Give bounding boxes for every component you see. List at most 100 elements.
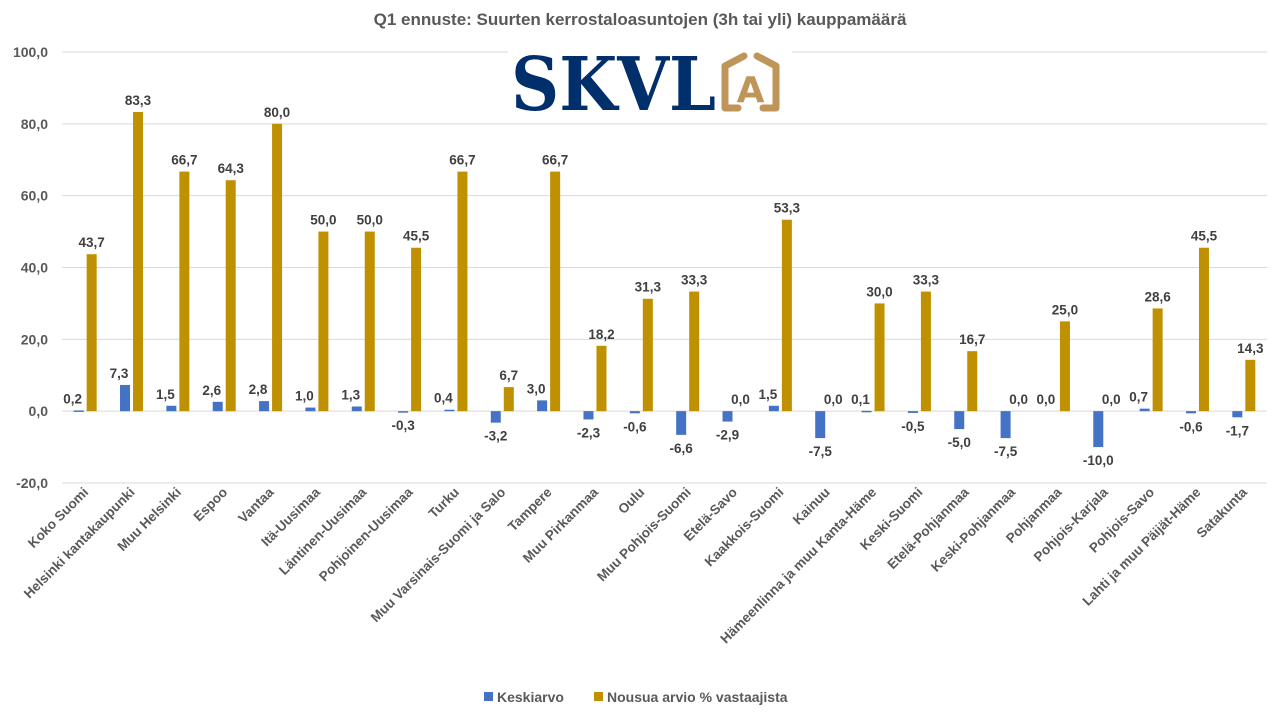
data-label-nousua-arvio: 25,0 bbox=[1052, 302, 1078, 317]
data-label-keskiarvo: 7,3 bbox=[110, 366, 129, 381]
bar-nousua-arvio bbox=[133, 111, 144, 412]
bar-nousua-arvio bbox=[1245, 359, 1256, 412]
data-label-keskiarvo: 0,0 bbox=[1037, 392, 1056, 407]
bar-keskiarvo bbox=[815, 411, 826, 439]
data-label-nousua-arvio: 33,3 bbox=[913, 273, 940, 288]
bar-nousua-arvio bbox=[781, 219, 792, 412]
data-label-keskiarvo: 1,5 bbox=[758, 387, 777, 402]
bar-nousua-arvio bbox=[86, 254, 97, 412]
legend: Keskiarvo Nousua arvio % vastaajista bbox=[484, 689, 788, 705]
bar-nousua-arvio bbox=[457, 171, 468, 412]
bar-nousua-arvio bbox=[364, 231, 375, 412]
bar-nousua-arvio bbox=[272, 123, 283, 412]
data-label-keskiarvo: 0,2 bbox=[63, 391, 82, 406]
data-label-keskiarvo: 2,6 bbox=[202, 383, 221, 398]
bar-nousua-arvio bbox=[1198, 247, 1209, 412]
y-tick-label: 60,0 bbox=[21, 188, 48, 204]
bar-keskiarvo bbox=[490, 411, 501, 423]
data-label-nousua-arvio: 0,0 bbox=[1009, 392, 1028, 407]
bar-keskiarvo bbox=[861, 410, 872, 413]
bar-nousua-arvio bbox=[503, 387, 514, 412]
legend-swatch-keskiarvo bbox=[484, 692, 493, 701]
bar-keskiarvo bbox=[73, 410, 84, 412]
bar-nousua-arvio bbox=[642, 298, 653, 412]
data-label-nousua-arvio: 80,0 bbox=[264, 105, 290, 120]
x-tick-label: Oulu bbox=[615, 485, 647, 517]
y-tick-label: 20,0 bbox=[21, 331, 48, 347]
data-label-nousua-arvio: 45,5 bbox=[1191, 229, 1218, 244]
bar-nousua-arvio bbox=[874, 303, 885, 412]
data-label-nousua-arvio: 0,0 bbox=[731, 392, 750, 407]
data-label-keskiarvo: -7,5 bbox=[994, 444, 1018, 459]
data-label-nousua-arvio: 30,0 bbox=[866, 284, 892, 299]
data-label-keskiarvo: -1,7 bbox=[1226, 423, 1249, 438]
data-label-keskiarvo: -3,2 bbox=[484, 429, 507, 444]
data-label-nousua-arvio: 66,7 bbox=[171, 153, 197, 168]
bar-nousua-arvio bbox=[596, 345, 607, 412]
data-label-keskiarvo: -2,3 bbox=[577, 425, 601, 440]
y-tick-label: 40,0 bbox=[21, 260, 48, 276]
data-label-nousua-arvio: 83,3 bbox=[125, 93, 152, 108]
y-tick-label: -20,0 bbox=[16, 475, 48, 491]
bar-keskiarvo bbox=[259, 401, 270, 412]
bar-nousua-arvio bbox=[225, 180, 236, 412]
data-label-keskiarvo: -2,9 bbox=[716, 428, 739, 443]
x-tick-label: Läntinen-Uusimaa bbox=[276, 484, 370, 578]
bar-nousua-arvio bbox=[689, 291, 700, 412]
x-tick-label: Keski-Pohjanmaa bbox=[928, 484, 1019, 575]
data-label-keskiarvo: 2,8 bbox=[249, 382, 268, 397]
y-axis-ticks: 100,0 80,0 60,0 40,0 20,0 0,0 -20,0 bbox=[13, 44, 48, 491]
bar-nousua-arvio bbox=[179, 171, 190, 412]
bar-keskiarvo bbox=[629, 411, 640, 414]
data-label-keskiarvo: 1,5 bbox=[156, 387, 175, 402]
bar-keskiarvo bbox=[676, 411, 687, 435]
bar-nousua-arvio bbox=[1059, 321, 1070, 412]
bar-keskiarvo bbox=[537, 400, 548, 412]
house-a-icon: A bbox=[721, 52, 780, 112]
bar-keskiarvo bbox=[1232, 411, 1243, 418]
logo-badge-letter: A bbox=[737, 70, 765, 111]
data-label-nousua-arvio: 16,7 bbox=[959, 332, 985, 347]
bar-keskiarvo bbox=[120, 384, 131, 412]
bar-keskiarvo bbox=[305, 407, 316, 412]
bar-keskiarvo bbox=[583, 411, 594, 420]
x-tick-label: Vantaa bbox=[235, 484, 277, 526]
bar-keskiarvo bbox=[444, 409, 455, 412]
data-label-nousua-arvio: 64,3 bbox=[218, 161, 245, 176]
x-tick-label: Muu Pohjois-Suomi bbox=[594, 485, 694, 585]
x-tick-label: Pohjoinen-Uusimaa bbox=[316, 484, 416, 584]
data-label-nousua-arvio: 28,6 bbox=[1144, 289, 1171, 304]
logo-text: SKVL bbox=[511, 42, 716, 128]
bar-keskiarvo bbox=[166, 405, 177, 412]
data-label-nousua-arvio: 43,7 bbox=[79, 235, 105, 250]
bar-keskiarvo bbox=[907, 411, 918, 413]
bar-nousua-arvio bbox=[411, 247, 422, 412]
data-label-keskiarvo: 0,7 bbox=[1129, 390, 1148, 405]
x-tick-label: Kainuu bbox=[790, 485, 833, 528]
legend-label-nousua-arvio: Nousua arvio % vastaajista bbox=[607, 689, 788, 705]
data-label-keskiarvo: -6,6 bbox=[670, 441, 694, 456]
data-label-nousua-arvio: 14,3 bbox=[1237, 341, 1264, 356]
bar-keskiarvo bbox=[351, 406, 362, 412]
bar-keskiarvo bbox=[722, 411, 733, 422]
bar-keskiarvo bbox=[1093, 411, 1104, 448]
data-label-nousua-arvio: 0,0 bbox=[1102, 392, 1121, 407]
y-tick-label: 80,0 bbox=[21, 116, 48, 132]
data-label-nousua-arvio: 53,3 bbox=[774, 201, 801, 216]
x-tick-label: Turku bbox=[426, 485, 462, 521]
bar-nousua-arvio bbox=[967, 351, 978, 412]
bar-keskiarvo bbox=[212, 401, 223, 412]
data-label-keskiarvo: 3,0 bbox=[527, 381, 546, 396]
data-label-keskiarvo: 1,3 bbox=[341, 387, 360, 402]
data-labels: 0,2 43,7 7,3 83,3 1,5 66,7 2,6 64,3 2,8 80,0 1,0 50… bbox=[63, 93, 1264, 468]
data-label-keskiarvo: -0,6 bbox=[623, 419, 647, 434]
bar-keskiarvo bbox=[1139, 408, 1150, 412]
bar-keskiarvo bbox=[398, 411, 409, 413]
x-tick-label: Kaakkois-Suomi bbox=[702, 485, 787, 570]
data-label-keskiarvo: 1,0 bbox=[295, 389, 314, 404]
chart-title: Q1 ennuste: Suurten kerrostaloasuntojen … bbox=[374, 10, 907, 29]
data-label-keskiarvo: -0,6 bbox=[1179, 419, 1203, 434]
x-tick-label: Satakunta bbox=[1194, 484, 1251, 541]
data-label-keskiarvo: -0,5 bbox=[901, 419, 925, 434]
